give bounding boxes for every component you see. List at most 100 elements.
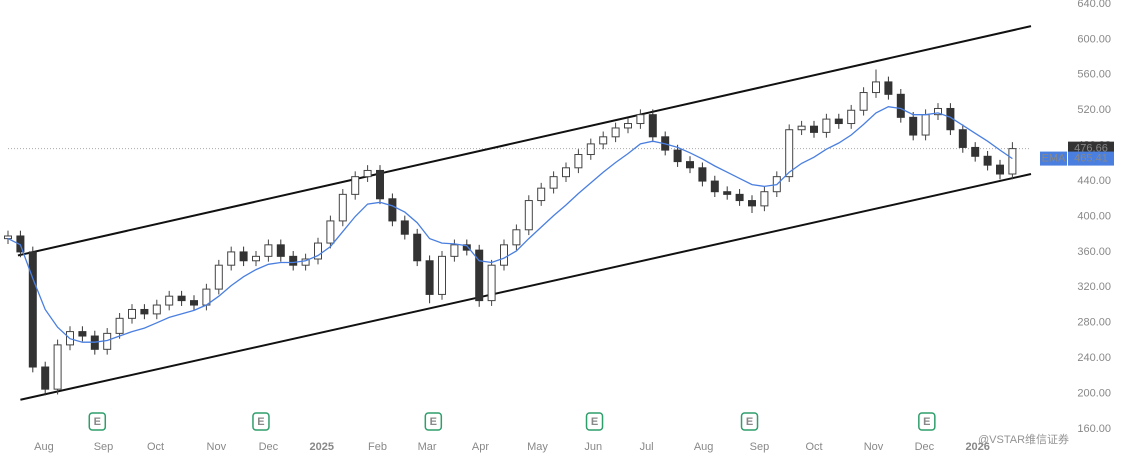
earnings-box bbox=[424, 412, 443, 431]
candle-body bbox=[338, 193, 347, 222]
candle-body bbox=[586, 143, 595, 156]
candle-body bbox=[847, 109, 856, 125]
candle-body bbox=[896, 93, 905, 118]
y-tick-label: 280.00 bbox=[1077, 317, 1111, 329]
candle-body bbox=[1008, 148, 1017, 175]
candle-body bbox=[996, 164, 1004, 175]
candle-body bbox=[276, 244, 285, 257]
candle-body bbox=[140, 308, 149, 315]
candle-body bbox=[214, 264, 223, 290]
ema-tag: 465.41 bbox=[1074, 152, 1108, 164]
y-tick-label: 640.00 bbox=[1077, 0, 1111, 10]
y-tick-label: 160.00 bbox=[1077, 423, 1111, 435]
candle-body bbox=[190, 300, 198, 306]
candle-body bbox=[115, 317, 124, 334]
candle-body bbox=[760, 191, 769, 207]
candle-body bbox=[574, 154, 583, 169]
x-tick-label: May bbox=[527, 441, 548, 453]
earnings-box bbox=[585, 412, 604, 431]
x-tick-label: Sep bbox=[750, 441, 770, 453]
candle-body bbox=[512, 229, 521, 246]
candle-body bbox=[4, 235, 12, 240]
x-tick-label: Oct bbox=[147, 441, 164, 453]
candle-body bbox=[673, 149, 682, 163]
earnings-marker: E bbox=[740, 412, 759, 431]
x-tick-label: Jun bbox=[584, 441, 602, 453]
candle-body bbox=[562, 167, 570, 178]
earnings-box bbox=[918, 412, 936, 431]
candle-body bbox=[425, 260, 434, 295]
x-tick-label: Dec bbox=[259, 441, 279, 453]
x-tick-label: Aug bbox=[34, 441, 54, 453]
y-tick-label: 440.00 bbox=[1077, 175, 1111, 187]
candle-body bbox=[537, 187, 546, 202]
earnings-label: E bbox=[430, 416, 437, 428]
candle-body bbox=[549, 176, 558, 189]
candle-body bbox=[735, 193, 744, 202]
candle-body bbox=[376, 169, 384, 200]
candle-body bbox=[487, 264, 496, 302]
earnings-marker: E bbox=[585, 412, 604, 431]
candle-body bbox=[599, 136, 608, 145]
earnings-label: E bbox=[923, 416, 930, 428]
candle-body bbox=[611, 127, 620, 138]
ema-tag-name: EMA bbox=[1042, 152, 1067, 164]
x-tick-label: Aug bbox=[694, 441, 714, 453]
channel-line bbox=[17, 25, 1032, 257]
candle-body bbox=[636, 114, 645, 125]
x-tick-label: Nov bbox=[864, 441, 884, 453]
x-tick-label: Mar bbox=[418, 441, 437, 453]
candle-body bbox=[78, 331, 87, 337]
earnings-marker: E bbox=[88, 412, 107, 431]
candle-body bbox=[958, 129, 967, 148]
candle-body bbox=[524, 200, 533, 231]
y-tick-label: 600.00 bbox=[1077, 33, 1111, 45]
x-tick-label: Dec bbox=[915, 441, 935, 453]
candle-body bbox=[239, 251, 248, 262]
x-tick-label: Sep bbox=[94, 441, 114, 453]
candle-body bbox=[289, 255, 298, 266]
y-tick-label: 240.00 bbox=[1077, 352, 1111, 364]
candle-body bbox=[438, 255, 446, 295]
candle-body bbox=[785, 129, 794, 178]
ema-line bbox=[7, 106, 1013, 343]
candle-body bbox=[500, 244, 508, 266]
earnings-box bbox=[252, 412, 270, 431]
x-tick-label: 2026 bbox=[965, 441, 989, 453]
candle-body bbox=[971, 146, 980, 157]
earnings-box bbox=[740, 412, 759, 431]
candle-body bbox=[252, 255, 260, 262]
candle-body bbox=[351, 176, 360, 195]
candle-body bbox=[128, 308, 136, 319]
x-tick-label: Jul bbox=[640, 441, 654, 453]
price-tag: 476.66 bbox=[1074, 143, 1108, 155]
earnings-label: E bbox=[591, 416, 598, 428]
candle-body bbox=[834, 118, 843, 125]
candle-body bbox=[698, 167, 707, 182]
candle-body bbox=[177, 295, 186, 302]
candle-body bbox=[462, 244, 471, 251]
candle-body bbox=[934, 107, 942, 116]
y-tick-label: 560.00 bbox=[1077, 69, 1111, 81]
earnings-label: E bbox=[94, 416, 101, 428]
candle-body bbox=[921, 114, 930, 136]
y-tick-label: 200.00 bbox=[1077, 387, 1111, 399]
candle-body bbox=[810, 125, 818, 133]
earnings-marker: E bbox=[424, 412, 443, 431]
x-tick-label: Apr bbox=[472, 441, 489, 453]
y-tick-label: 400.00 bbox=[1077, 210, 1111, 222]
watermark: @VSTAR维信证券 bbox=[978, 432, 1069, 446]
y-tick-label: 520.00 bbox=[1077, 104, 1111, 116]
candle-body bbox=[475, 249, 484, 302]
candle-body bbox=[450, 244, 459, 257]
channel-line bbox=[20, 173, 1032, 401]
earnings-label: E bbox=[257, 416, 264, 428]
candle-body bbox=[723, 191, 732, 195]
candle-body bbox=[748, 200, 756, 207]
x-tick-label: Nov bbox=[207, 441, 227, 453]
x-tick-label: Oct bbox=[805, 441, 822, 453]
candle-body bbox=[227, 251, 236, 266]
candle-body bbox=[165, 295, 174, 306]
